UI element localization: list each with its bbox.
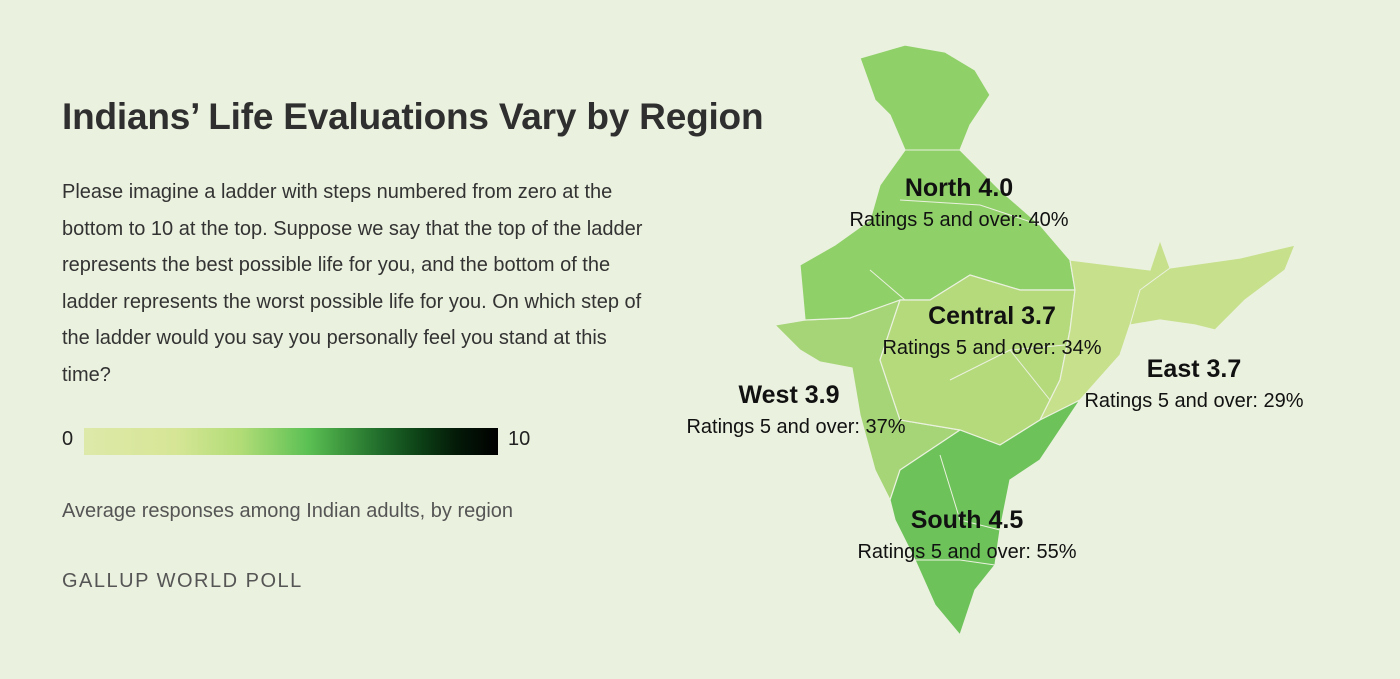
- region-south: [889, 398, 1082, 637]
- region-central-rate: Ratings 5 and over: 34%: [882, 337, 1101, 359]
- chart-title: Indians’ Life Evaluations Vary by Region: [62, 96, 764, 137]
- region-south-label: South 4.5: [911, 506, 1024, 534]
- region-central-label: Central 3.7: [928, 302, 1056, 330]
- region-east-label: East 3.7: [1147, 355, 1242, 383]
- scale-min-label: 0: [62, 428, 74, 450]
- region-south-rate: Ratings 5 and over: 55%: [857, 541, 1076, 563]
- state-borders: [869, 149, 1171, 566]
- color-scale-bar: [84, 428, 498, 455]
- source-label: GALLUP WORLD POLL: [62, 570, 303, 592]
- region-north-rate: Ratings 5 and over: 40%: [849, 209, 1068, 231]
- chart-subtitle: Average responses among Indian adults, b…: [62, 500, 514, 522]
- scale-max-label: 10: [508, 428, 531, 450]
- region-west-rate: Ratings 5 and over: 37%: [686, 416, 905, 438]
- survey-question: Please imagine a ladder with steps numbe…: [62, 181, 643, 386]
- region-west-label: West 3.9: [739, 381, 840, 409]
- region-north-label: North 4.0: [905, 174, 1013, 202]
- region-east-rate: Ratings 5 and over: 29%: [1084, 390, 1303, 412]
